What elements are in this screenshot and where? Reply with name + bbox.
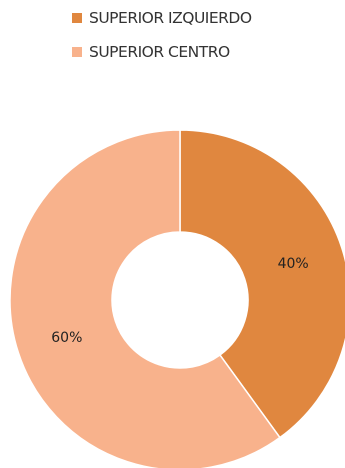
legend-swatch-superior-izquierdo (72, 13, 82, 23)
legend-swatch-superior-centro (72, 47, 82, 57)
legend-label-superior-izquierdo: SUPERIOR IZQUIERDO (89, 9, 252, 27)
data-label-superior-izquierdo: 40% (278, 256, 309, 272)
chart-legend: SUPERIOR IZQUIERDO SUPERIOR CENTRO (72, 8, 252, 76)
data-label-superior-centro: 60% (51, 330, 82, 346)
legend-item-superior-izquierdo: SUPERIOR IZQUIERDO (72, 8, 252, 28)
legend-item-superior-centro: SUPERIOR CENTRO (72, 42, 252, 62)
legend-label-superior-centro: SUPERIOR CENTRO (89, 43, 230, 61)
donut-slice-superior-izquierdo (179, 129, 345, 439)
donut-slice-superior-centro (9, 129, 281, 468)
